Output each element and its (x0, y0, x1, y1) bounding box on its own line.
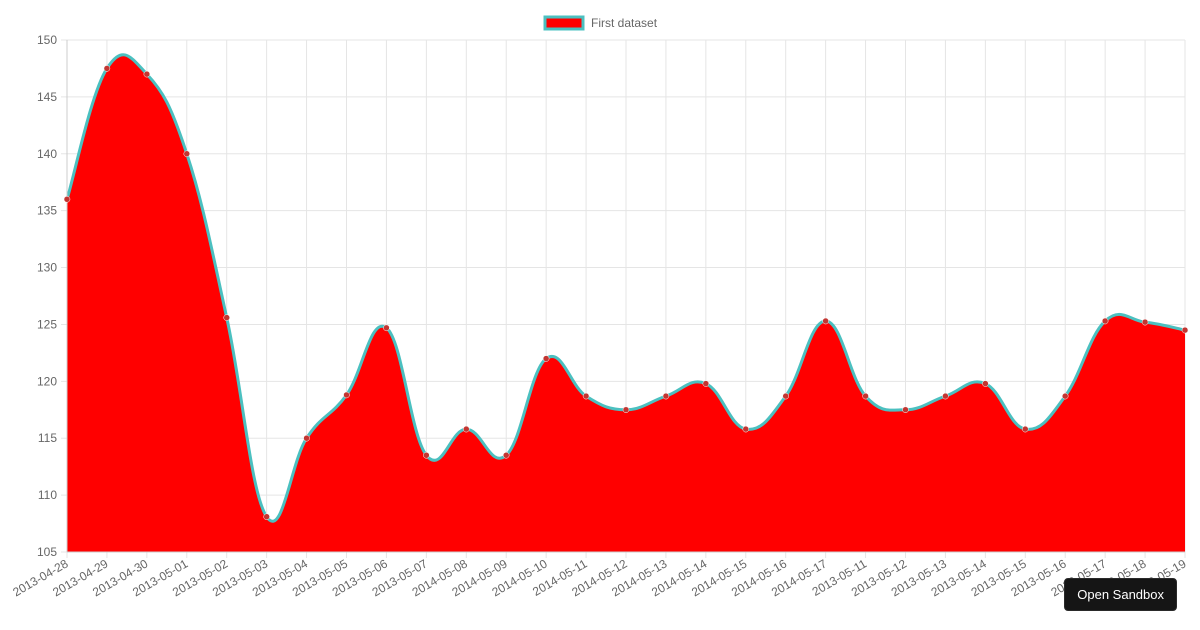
data-point[interactable] (742, 425, 750, 433)
data-point[interactable] (582, 392, 590, 400)
open-sandbox-button[interactable]: Open Sandbox (1064, 578, 1177, 611)
data-point[interactable] (782, 392, 789, 400)
data-point[interactable] (383, 324, 390, 332)
y-tick-label: 130 (37, 261, 57, 275)
data-point[interactable] (1181, 326, 1189, 334)
y-tick-label: 135 (37, 204, 57, 218)
data-point[interactable] (1061, 392, 1069, 400)
data-point[interactable] (982, 380, 989, 387)
y-tick-labels: 105 110 115 120 125 130 135 140 145 150 (37, 33, 57, 559)
data-point[interactable] (1101, 317, 1109, 325)
y-tick-label: 105 (37, 545, 57, 559)
y-tick-label: 115 (38, 431, 57, 445)
data-point[interactable] (942, 392, 949, 400)
data-point[interactable] (183, 150, 191, 158)
legend-label: First dataset (591, 16, 658, 30)
y-tick-label: 145 (37, 90, 57, 104)
data-point[interactable] (423, 452, 430, 459)
data-point[interactable] (263, 513, 270, 520)
data-point[interactable] (902, 406, 909, 414)
axes (66, 40, 1185, 553)
y-tick-label: 120 (37, 374, 57, 388)
series-points (63, 65, 1189, 520)
legend[interactable]: First dataset (543, 15, 658, 31)
data-point[interactable] (822, 317, 829, 325)
data-point[interactable] (143, 70, 151, 78)
y-tick-label: 125 (37, 317, 57, 331)
data-point[interactable] (103, 65, 111, 72)
data-point[interactable] (343, 391, 350, 399)
data-point[interactable] (662, 392, 670, 400)
data-point[interactable] (63, 196, 71, 203)
data-point[interactable] (502, 452, 510, 459)
data-point[interactable] (542, 355, 550, 362)
data-point[interactable] (622, 406, 630, 414)
data-point[interactable] (1141, 318, 1149, 326)
data-point[interactable] (1022, 425, 1029, 433)
data-point[interactable] (862, 392, 869, 400)
data-point[interactable] (702, 380, 710, 387)
legend-swatch (543, 15, 585, 31)
x-tick-labels: 2013-04-282013-04-292013-04-302013-05-01… (10, 556, 1188, 599)
y-tick-label: 110 (38, 488, 57, 502)
y-tick-label: 140 (37, 147, 57, 161)
data-point[interactable] (303, 434, 310, 442)
data-point[interactable] (223, 314, 230, 321)
data-point[interactable] (463, 425, 470, 433)
y-tick-label: 150 (37, 33, 57, 47)
series-area-fill (67, 54, 1185, 552)
